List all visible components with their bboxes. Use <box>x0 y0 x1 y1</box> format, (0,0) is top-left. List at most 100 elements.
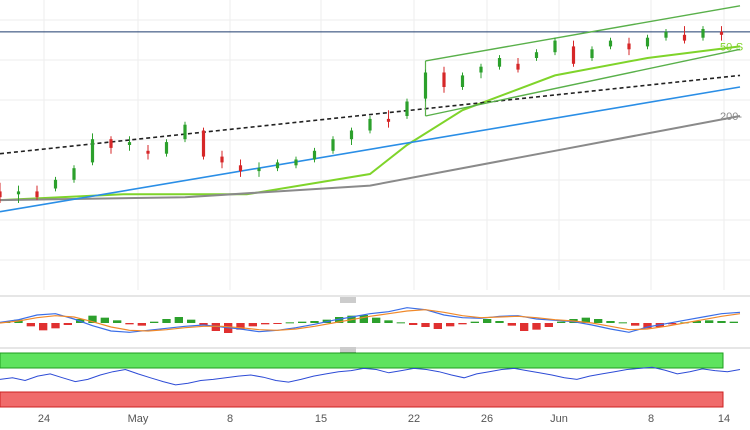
candle-body <box>516 63 520 70</box>
macd-bar <box>88 315 97 323</box>
macd-bar <box>433 323 442 329</box>
x-tick-label: 14 <box>718 413 730 425</box>
macd-bar <box>248 323 257 327</box>
line-sma50 <box>0 45 741 202</box>
x-tick-label: 8 <box>227 413 233 425</box>
macd-signal-line <box>0 309 741 332</box>
macd-bar <box>520 323 529 331</box>
macd-bar <box>631 323 640 326</box>
candle-body <box>72 168 76 180</box>
macd-bar <box>63 323 72 325</box>
candle-body <box>294 159 298 166</box>
candle-body <box>53 179 58 189</box>
candle-body <box>405 101 409 116</box>
macd-bar <box>174 317 183 323</box>
candle-body <box>164 142 169 154</box>
candle-body <box>608 40 613 47</box>
macd-bar <box>409 323 418 325</box>
macd-bar <box>705 320 714 323</box>
line-trend-support <box>0 86 741 213</box>
candle-body <box>368 118 372 131</box>
label-sma200: 200- <box>720 111 742 123</box>
macd-bar <box>717 321 726 323</box>
macd-bar <box>643 323 652 329</box>
macd-bar <box>162 319 171 323</box>
macd-bar <box>396 322 405 324</box>
macd-bar <box>51 323 60 329</box>
candle-body <box>349 130 354 140</box>
candle-body <box>257 168 261 172</box>
macd-bar <box>187 319 196 323</box>
candle-body <box>312 150 317 160</box>
macd-bar <box>421 323 430 327</box>
macd-bar <box>470 321 479 323</box>
candle-body <box>627 43 631 50</box>
candle-body <box>238 165 243 172</box>
x-tick-label: 26 <box>481 413 493 425</box>
candle-body <box>109 139 113 148</box>
macd-bar <box>150 321 159 323</box>
macd-bar <box>557 321 566 323</box>
macd-bar <box>236 323 245 330</box>
macd-bar <box>372 317 381 323</box>
x-tick-label: 8 <box>648 413 654 425</box>
macd-bar <box>26 323 35 327</box>
macd-bar <box>692 321 701 323</box>
candle-body <box>201 130 206 157</box>
candle-body <box>275 162 280 169</box>
macd-line <box>0 307 741 333</box>
macd-bar <box>544 323 553 327</box>
macd-bar <box>618 322 627 324</box>
candle-body <box>460 75 465 87</box>
rsi-line <box>0 366 741 386</box>
candle-body <box>35 191 39 198</box>
macd-bar <box>594 319 603 323</box>
candle-body <box>220 156 224 163</box>
macd-bar <box>199 323 208 325</box>
macd-bar <box>335 317 344 323</box>
macd-bar <box>458 323 467 325</box>
candle-body <box>701 29 705 38</box>
candle-body <box>146 150 150 154</box>
candle-body <box>645 37 650 47</box>
price-grid <box>0 0 750 290</box>
candle-body <box>590 49 594 58</box>
x-tick-label: May <box>128 413 149 425</box>
macd-bar <box>581 317 590 323</box>
macd-bar <box>446 323 455 327</box>
macd-bar <box>39 323 48 331</box>
macd-bar <box>606 321 615 323</box>
candle-body <box>719 31 724 35</box>
macd-bar <box>384 320 393 323</box>
candle-body <box>664 31 668 38</box>
x-tick-label: 24 <box>38 413 50 425</box>
candle-body <box>479 66 483 73</box>
line-channel-upper <box>425 5 741 62</box>
candle-body <box>682 34 687 41</box>
macd-bar <box>113 320 122 323</box>
candles <box>0 26 724 203</box>
macd-bar <box>211 323 220 331</box>
rsi-oversold-zone <box>0 391 724 408</box>
macd-bar <box>483 319 492 323</box>
x-tick-label: Jun <box>550 413 568 425</box>
macd-bar <box>310 321 319 323</box>
macd-bar <box>125 323 134 325</box>
macd-bar <box>495 321 504 323</box>
x-tick-label: 15 <box>315 413 327 425</box>
candle-body <box>442 72 446 87</box>
candle-body <box>16 191 21 195</box>
candle-body <box>0 191 2 198</box>
candle-body <box>386 118 391 122</box>
macd-bar <box>261 323 270 325</box>
candle-body <box>571 46 576 64</box>
candle-body <box>497 58 502 67</box>
candle-body <box>423 72 428 99</box>
candle-body <box>90 139 95 163</box>
candle-body <box>331 139 335 151</box>
macd-pane <box>0 307 741 333</box>
macd-bar <box>507 323 516 326</box>
line-trend-dashed <box>0 74 741 155</box>
